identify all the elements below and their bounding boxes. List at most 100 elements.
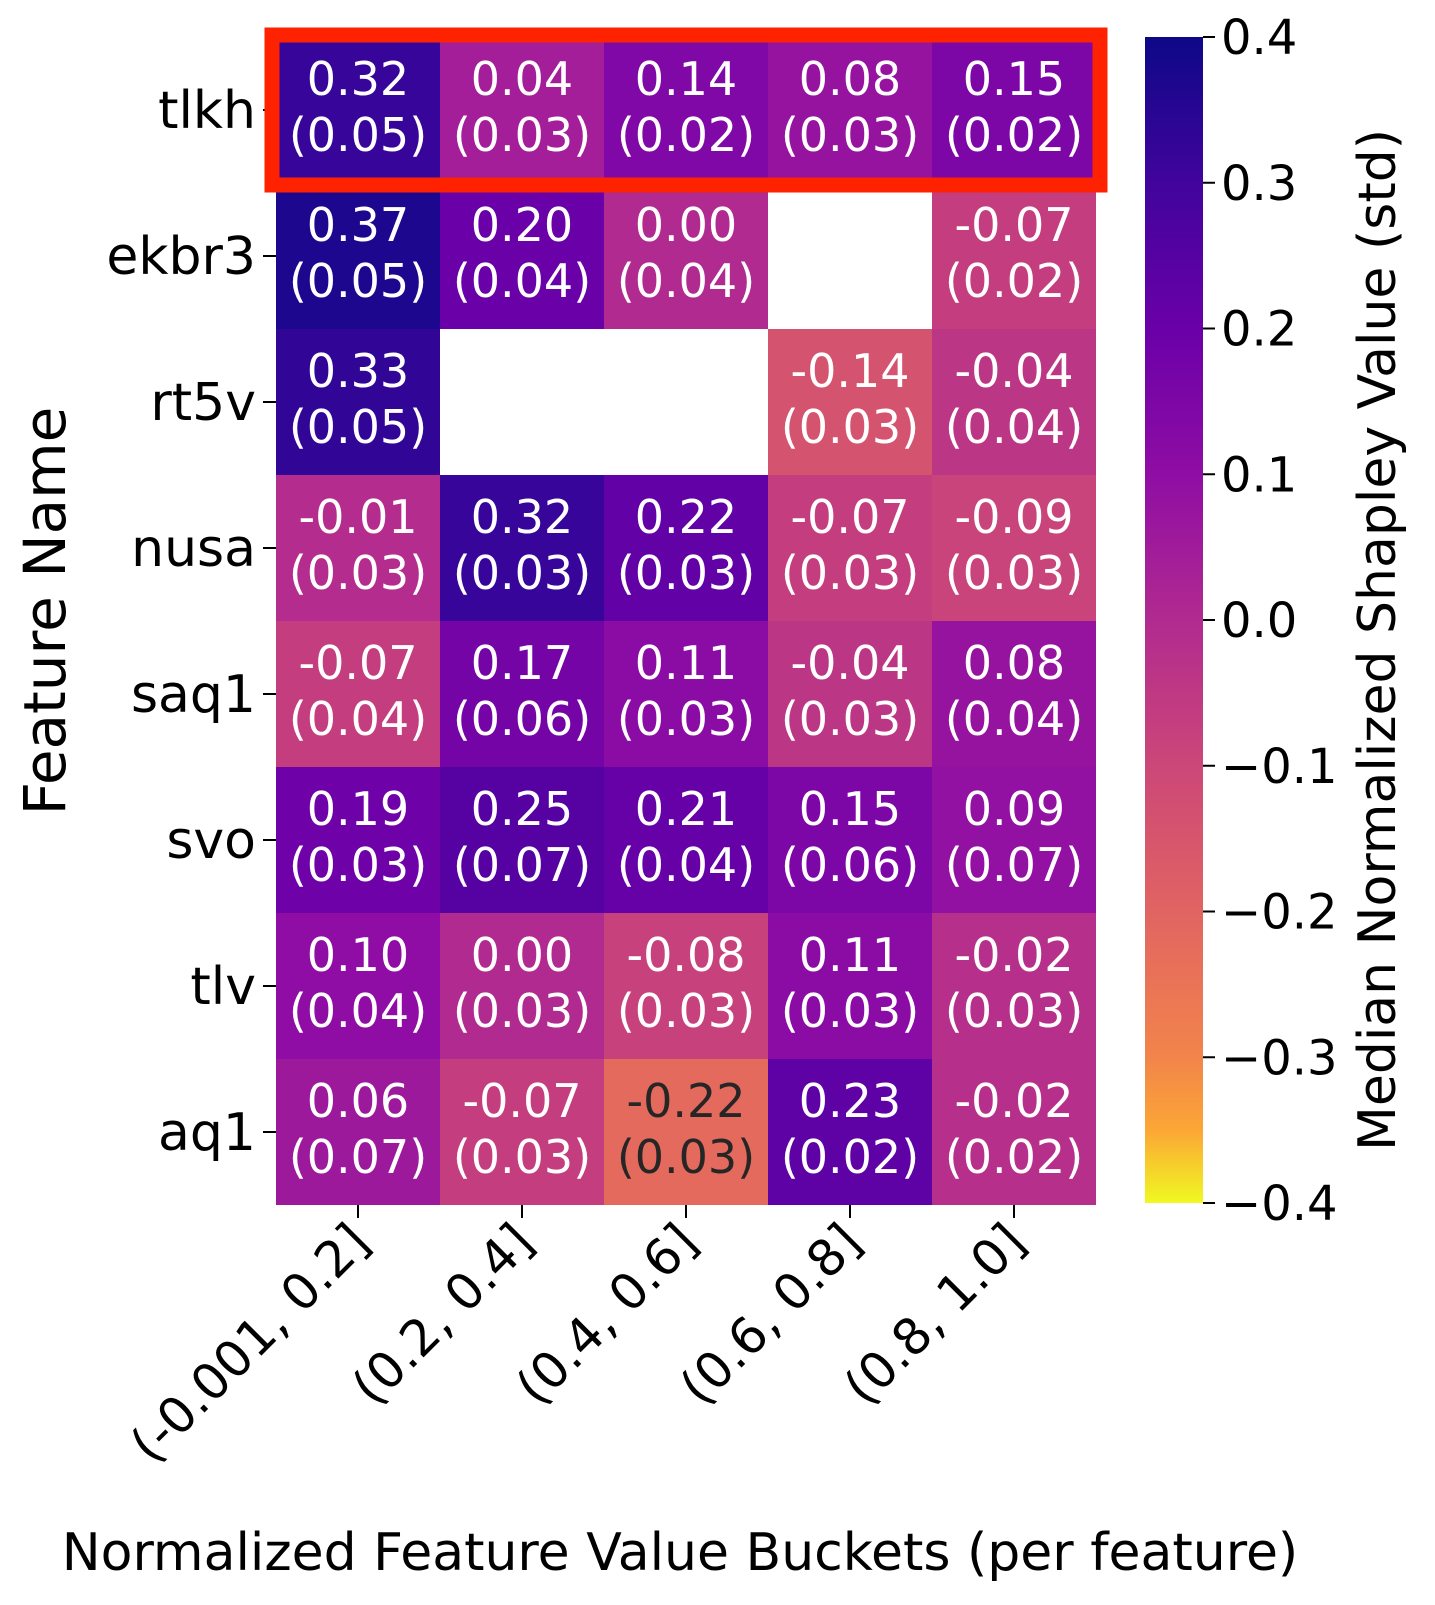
heatmap-cell-labels: 0.32(0.05)0.04(0.03)0.14(0.02)0.08(0.03)… [289, 52, 1083, 1184]
cell-value-label: 0.19 [307, 782, 409, 836]
cell-value-label: 0.37 [307, 198, 409, 252]
cell-std-label: (0.04) [945, 692, 1083, 746]
cell-value-label: 0.15 [799, 782, 901, 836]
heatmap-cell-tlv-0 [276, 913, 440, 1059]
heatmap-cell-rt5v-4 [932, 329, 1096, 475]
heatmap-cell-svo-4 [932, 767, 1096, 913]
cell-value-label: 0.33 [307, 344, 409, 398]
colorbar-tick-label: 0.2 [1221, 302, 1297, 358]
colorbar-tick-label: 0.3 [1221, 156, 1297, 212]
cell-value-label: 0.22 [635, 490, 737, 544]
heatmap-cell-aq1-2 [604, 1059, 768, 1205]
cell-std-label: (0.02) [945, 254, 1083, 308]
cell-std-label: (0.03) [289, 546, 427, 600]
colorbar-tick-label: −0.1 [1221, 739, 1338, 795]
heatmap-cell-tlkh-2 [604, 37, 768, 183]
colorbar-ticks: 0.4 0.3 0.2 0.1 0.0 −0.1 −0.2 −0.3 −0.4 [1203, 10, 1338, 1232]
cell-std-label: (0.03) [453, 984, 591, 1038]
x-tick-label: (-0.001, 0.2] [119, 1212, 380, 1473]
cell-value-label: -0.14 [790, 344, 909, 398]
x-tick-label: (0.6, 0.8] [669, 1212, 873, 1416]
highlight-box-tlkh [264, 27, 1108, 193]
cell-value-label: 0.14 [635, 52, 737, 106]
cell-std-label: (0.03) [617, 1130, 755, 1184]
heatmap-cell-svo-1 [440, 767, 604, 913]
heatmap-cell-tlkh-0 [276, 37, 440, 183]
heatmap-cell-empty-ekbr3-3 [768, 183, 932, 329]
cell-std-label: (0.03) [617, 546, 755, 600]
cell-std-label: (0.02) [617, 108, 755, 162]
cell-value-label: -0.02 [954, 1074, 1073, 1128]
cell-value-label: -0.07 [462, 1074, 581, 1128]
x-axis-title: Normalized Feature Value Buckets (per fe… [62, 1523, 1298, 1583]
heatmap-cell-tlkh-4 [932, 37, 1096, 183]
cell-std-label: (0.04) [289, 692, 427, 746]
heatmap-cell-ekbr3-2 [604, 183, 768, 329]
cell-value-label: -0.04 [790, 636, 909, 690]
cell-std-label: (0.05) [289, 254, 427, 308]
heatmap-cell-tlv-4 [932, 913, 1096, 1059]
cell-std-label: (0.06) [453, 692, 591, 746]
heatmap-cell-svo-2 [604, 767, 768, 913]
heatmap-cell-tlkh-3 [768, 37, 932, 183]
colorbar-label: Median Normalized Shapley Value (std) [1348, 129, 1408, 1151]
heatmap-cell-nusa-2 [604, 475, 768, 621]
heatmap-cell-ekbr3-1 [440, 183, 604, 329]
cell-value-label: -0.02 [954, 928, 1073, 982]
cell-std-label: (0.07) [453, 838, 591, 892]
heatmap-cell-ekbr3-4 [932, 183, 1096, 329]
cell-std-label: (0.03) [781, 984, 919, 1038]
cell-std-label: (0.05) [289, 400, 427, 454]
heatmap-cell-rt5v-3 [768, 329, 932, 475]
cell-value-label: 0.08 [799, 52, 901, 106]
cell-value-label: 0.08 [963, 636, 1065, 690]
heatmap-cell-aq1-0 [276, 1059, 440, 1205]
heatmap-cell-saq1-1 [440, 621, 604, 767]
cell-std-label: (0.06) [781, 838, 919, 892]
cell-value-label: 0.06 [307, 1074, 409, 1128]
x-tick-label: (0.8, 1.0] [833, 1212, 1037, 1416]
cell-std-label: (0.07) [289, 1130, 427, 1184]
colorbar-tick-label: 0.1 [1221, 447, 1297, 503]
cell-value-label: 0.32 [307, 52, 409, 106]
heatmap-cell-aq1-3 [768, 1059, 932, 1205]
cell-std-label: (0.04) [289, 984, 427, 1038]
cell-value-label: 0.21 [635, 782, 737, 836]
y-axis: tlkh ekbr3 rt5v nusa saq1 svo tlv aq1 [106, 81, 276, 1163]
cell-std-label: (0.03) [617, 692, 755, 746]
cell-std-label: (0.03) [453, 108, 591, 162]
cell-value-label: -0.04 [954, 344, 1073, 398]
heatmap-cell-tlkh-1 [440, 37, 604, 183]
cell-std-label: (0.03) [945, 984, 1083, 1038]
cell-std-label: (0.05) [289, 108, 427, 162]
cell-value-label: 0.20 [471, 198, 573, 252]
heatmap-cell-aq1-4 [932, 1059, 1096, 1205]
y-tick-label: tlv [190, 957, 256, 1017]
y-tick-label: aq1 [158, 1103, 256, 1163]
cell-value-label: -0.22 [626, 1074, 745, 1128]
heatmap-cell-empty-rt5v-1 [440, 329, 604, 475]
y-tick-label: nusa [131, 519, 256, 579]
heatmap-cell-rt5v-0 [276, 329, 440, 475]
cell-value-label: -0.09 [954, 490, 1073, 544]
y-tick-label: svo [166, 811, 256, 871]
cell-std-label: (0.07) [945, 838, 1083, 892]
cell-value-label: 0.11 [799, 928, 901, 982]
cell-value-label: -0.07 [954, 198, 1073, 252]
cell-value-label: -0.01 [298, 490, 417, 544]
y-tick-label: ekbr3 [106, 227, 256, 287]
cell-std-label: (0.03) [781, 400, 919, 454]
cell-value-label: 0.10 [307, 928, 409, 982]
heatmap-cell-nusa-0 [276, 475, 440, 621]
heatmap-cell-saq1-4 [932, 621, 1096, 767]
x-axis: (-0.001, 0.2](0.2, 0.4](0.4, 0.6](0.6, 0… [119, 1205, 1036, 1474]
cell-std-label: (0.04) [453, 254, 591, 308]
cell-value-label: 0.32 [471, 490, 573, 544]
cell-value-label: 0.04 [471, 52, 573, 106]
x-tick-label: (0.2, 0.4] [341, 1212, 545, 1416]
cell-std-label: (0.02) [945, 1130, 1083, 1184]
heatmap-cell-nusa-3 [768, 475, 932, 621]
cell-value-label: 0.15 [963, 52, 1065, 106]
cell-value-label: -0.07 [790, 490, 909, 544]
cell-value-label: 0.09 [963, 782, 1065, 836]
